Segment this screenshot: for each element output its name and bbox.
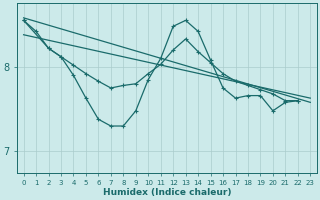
X-axis label: Humidex (Indice chaleur): Humidex (Indice chaleur) [103, 188, 231, 197]
